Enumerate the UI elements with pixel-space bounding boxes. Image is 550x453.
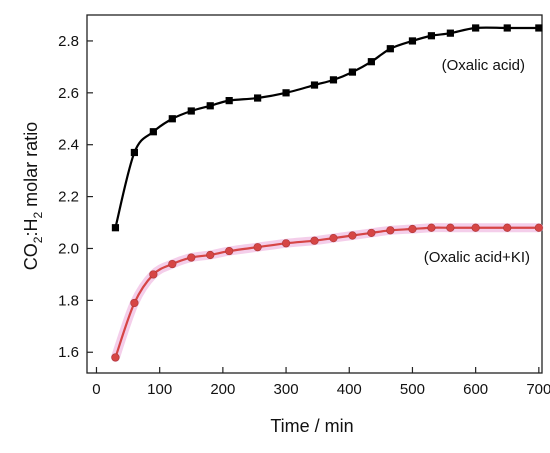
data-point-oxalic-acid-ki: [427, 223, 436, 232]
data-point-oxalic-acid-ki: [408, 224, 417, 234]
y-axis-title-subscript: 2: [31, 212, 45, 219]
plot-frame: [86, 14, 543, 374]
x-tick-label: 400: [337, 381, 362, 398]
y-axis-title-part: molar ratio: [21, 122, 41, 212]
y-axis-title: CO2:H2 molar ratio: [21, 122, 45, 270]
data-point-oxalic-acid: [225, 97, 233, 105]
data-point-oxalic-acid: [472, 24, 480, 32]
series-band-oxalic-acid-ki: [110, 223, 544, 362]
y-tick-label: 2.8: [58, 33, 79, 50]
x-tick-label: 0: [92, 381, 100, 398]
y-tick-label: 2.4: [58, 137, 79, 154]
y-tick-label: 1.6: [58, 344, 79, 361]
data-point-oxalic-acid: [503, 24, 511, 32]
x-tick-label: 700: [526, 381, 550, 398]
data-point-oxalic-acid: [282, 89, 290, 97]
x-axis-ticks: 0 100 200 300 400 500 600 700: [92, 367, 550, 398]
y-tick-label: 2.6: [58, 85, 79, 102]
y-axis-ticks: 1.6 1.8 2.0 2.2 2.4 2.6 2.8: [58, 33, 93, 361]
series-lines: [110, 26, 544, 362]
data-point-oxalic-acid-ki: [168, 259, 177, 269]
data-point-oxalic-acid: [446, 29, 454, 37]
data-point-oxalic-acid: [310, 81, 319, 89]
data-point-oxalic-acid-ki: [367, 228, 376, 238]
data-point-oxalic-acid: [348, 68, 357, 76]
data-point-oxalic-acid: [254, 94, 262, 102]
data-point-oxalic-acid: [427, 32, 436, 40]
y-axis-title-subscript: 2: [31, 236, 45, 243]
data-point-oxalic-acid-ki: [503, 223, 512, 232]
data-point-oxalic-acid: [187, 107, 195, 115]
data-point-oxalic-acid: [408, 37, 417, 45]
data-point-oxalic-acid-ki: [386, 226, 395, 235]
data-point-oxalic-acid-ki: [253, 243, 262, 252]
x-tick-label: 200: [210, 381, 235, 398]
data-point-oxalic-acid-ki: [149, 270, 158, 279]
y-tick-label: 1.8: [58, 292, 79, 309]
y-axis-title-part: CO: [21, 243, 41, 270]
series-markers: [111, 24, 543, 362]
data-point-oxalic-acid: [130, 148, 138, 157]
data-point-oxalic-acid-ki: [348, 231, 357, 240]
data-point-oxalic-acid: [111, 224, 120, 232]
data-point-oxalic-acid-ki: [281, 239, 291, 248]
series-label-oxalic-acid: (Oxalic acid): [442, 57, 525, 74]
y-tick-label: 2.0: [58, 240, 79, 257]
x-tick-label: 500: [400, 381, 425, 398]
data-point-oxalic-acid-ki: [111, 353, 120, 362]
data-point-oxalic-acid-ki: [471, 223, 480, 232]
x-axis-title: Time / min: [270, 416, 353, 436]
y-tick-label: 2.2: [58, 189, 79, 206]
data-point-oxalic-acid-ki: [130, 298, 139, 308]
data-point-oxalic-acid: [168, 115, 176, 123]
y-axis-title-part: :H: [21, 219, 41, 237]
data-point-oxalic-acid: [367, 58, 375, 66]
data-point-oxalic-acid: [206, 102, 214, 110]
x-tick-label: 100: [147, 381, 172, 398]
series-label-oxalic-acid-ki: (Oxalic acid+KI): [424, 249, 530, 266]
data-point-oxalic-acid-ki: [329, 234, 338, 243]
data-point-oxalic-acid-ki: [206, 250, 215, 260]
data-point-oxalic-acid: [386, 45, 394, 53]
series-line-oxalic-acid-ki: [114, 226, 539, 358]
data-point-oxalic-acid: [535, 24, 543, 32]
data-point-oxalic-acid-ki: [225, 246, 234, 256]
x-tick-label: 300: [274, 381, 299, 398]
data-point-oxalic-acid: [149, 128, 157, 136]
data-point-oxalic-acid: [329, 76, 338, 84]
x-tick-label: 600: [463, 381, 488, 398]
data-point-oxalic-acid-ki: [310, 236, 319, 245]
data-point-oxalic-acid-ki: [534, 223, 543, 232]
data-point-oxalic-acid-ki: [446, 223, 455, 232]
data-point-oxalic-acid-ki: [187, 253, 196, 262]
